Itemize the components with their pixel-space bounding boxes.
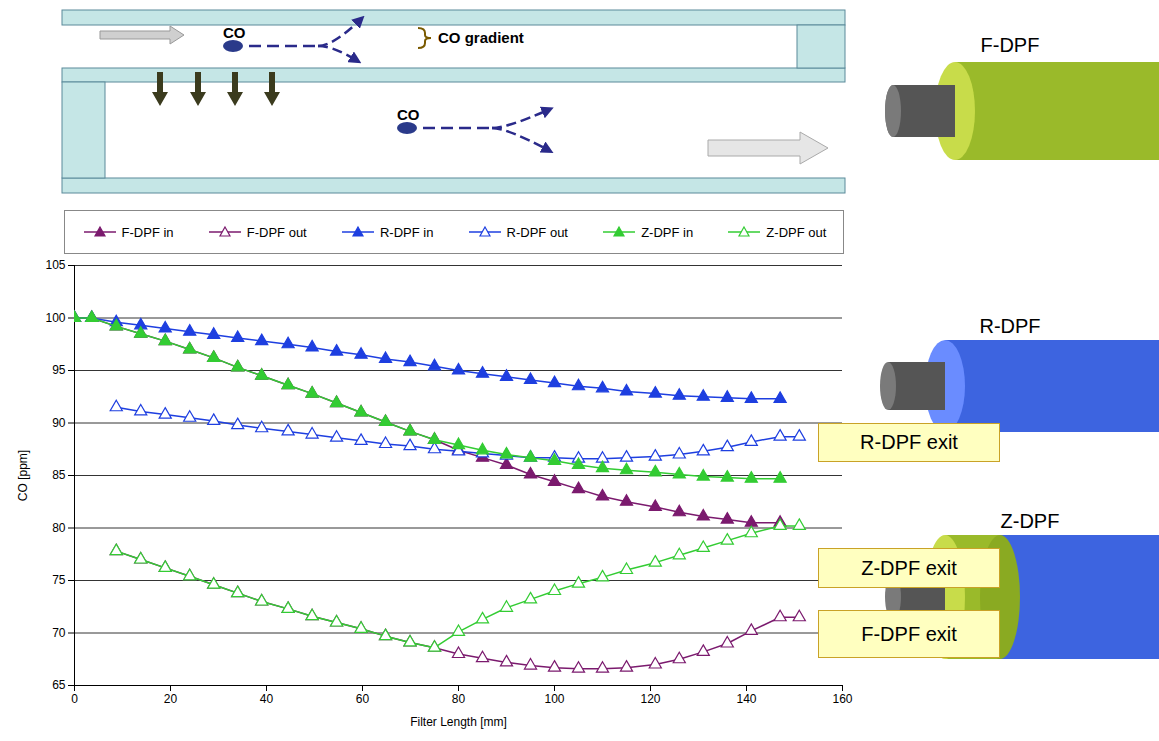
svg-text:100: 100 [544,692,564,706]
svg-text:70: 70 [52,626,66,640]
svg-text:40: 40 [260,692,274,706]
html-text:R-DPF in: R-DPF in [379,224,434,240]
svg-text:0: 0 [71,692,78,706]
svg-text:85: 85 [52,468,66,482]
svg-text:20: 20 [164,692,178,706]
svg-text:CO gradient: CO gradient [438,29,524,46]
svg-text:100: 100 [45,311,65,325]
svg-text:140: 140 [736,692,756,706]
html-text:Z-DPF exit: Z-DPF exit [861,556,957,579]
html-text:R-DPF exit: R-DPF exit [860,431,958,453]
svg-text:Z-DPF: Z-DPF [1001,510,1060,532]
svg-text:F-DPF: F-DPF [981,34,1040,56]
svg-text:80: 80 [52,521,66,535]
svg-text:105: 105 [45,258,65,272]
svg-text:60: 60 [356,692,370,706]
svg-text:CO [ppm]: CO [ppm] [16,450,30,501]
svg-text:CO: CO [397,106,420,123]
svg-text:CO: CO [223,24,246,41]
svg-text:65: 65 [52,678,66,692]
html-text:F-DPF in: F-DPF in [121,224,174,240]
html-text:R-DPF out: R-DPF out [506,224,568,240]
html-text:Z-DPF in: Z-DPF in [641,224,694,240]
svg-text:75: 75 [52,573,66,587]
html-text:F-DPF exit: F-DPF exit [861,622,957,645]
svg-text:80: 80 [452,692,466,706]
html-text:Z-DPF out: Z-DPF out [766,224,827,240]
html-text:F-DPF out: F-DPF out [246,224,307,240]
svg-text:95: 95 [52,363,66,377]
svg-text:90: 90 [52,416,66,430]
svg-text:R-DPF: R-DPF [979,315,1040,337]
svg-text:Filter Length [mm]: Filter Length [mm] [410,715,507,729]
svg-text:120: 120 [640,692,660,706]
svg-text:160: 160 [832,692,852,706]
